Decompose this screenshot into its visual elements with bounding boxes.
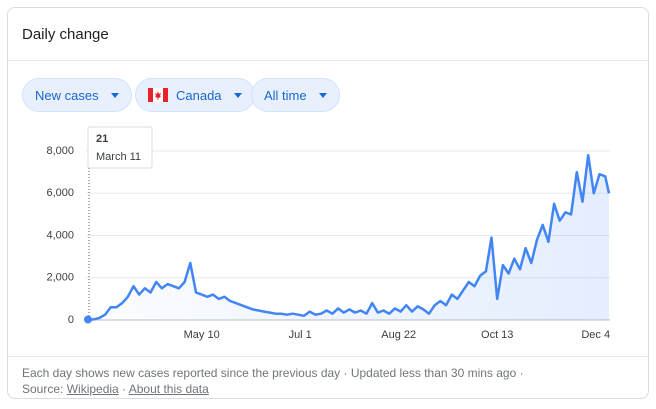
x-tick-label: Oct 13	[481, 329, 513, 341]
y-tick-label: 2,000	[46, 272, 74, 284]
x-tick-label: Aug 22	[381, 329, 416, 341]
x-tick-label: Jul 1	[289, 329, 312, 341]
range-chip[interactable]: All time	[251, 78, 340, 112]
tooltip-box	[87, 126, 153, 169]
flag	[148, 88, 168, 102]
source-link[interactable]: Wikipedia	[66, 382, 119, 396]
chip-label: Canada	[176, 87, 222, 103]
point	[84, 315, 92, 324]
caret	[110, 92, 119, 98]
caret	[233, 92, 242, 98]
card: Daily change New cases Canada All time E…	[7, 7, 649, 399]
tooltip: 21 March 11	[87, 126, 153, 169]
footer-source: Source: Wikipedia · About this data	[22, 382, 209, 396]
tooltip-value: 21	[96, 133, 108, 145]
divider	[8, 60, 648, 61]
area	[88, 155, 609, 320]
y-tick-label: 4,000	[46, 229, 74, 241]
about-link[interactable]: About this data	[128, 382, 209, 396]
source-label: Source:	[22, 382, 64, 396]
y-tick-label: 0	[68, 314, 74, 326]
divider	[8, 356, 648, 357]
line	[87, 153, 611, 321]
chip-label: All time	[264, 87, 307, 103]
caret	[318, 92, 327, 98]
tooltip-label: March 11	[96, 151, 141, 163]
x-tick-label: May 10	[184, 329, 220, 341]
region-chip[interactable]: Canada	[135, 78, 255, 112]
card-title: Daily change	[22, 26, 109, 43]
x-tick-label: Dec 4	[581, 329, 610, 341]
y-tick-label: 8,000	[46, 145, 74, 157]
y-tick-label: 6,000	[46, 187, 74, 199]
footer-note: Each day shows new cases reported since …	[22, 366, 524, 380]
metric-chip[interactable]: New cases	[22, 78, 132, 112]
separator: ·	[122, 382, 127, 396]
chip-label: New cases	[35, 87, 99, 103]
